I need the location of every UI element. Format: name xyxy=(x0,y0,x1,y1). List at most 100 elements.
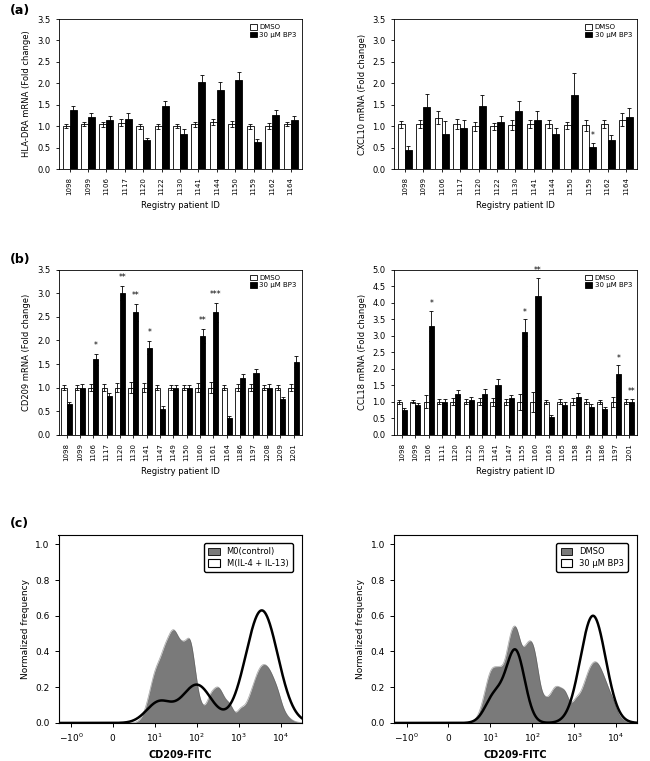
Bar xyxy=(423,107,430,169)
Bar xyxy=(209,387,213,435)
Bar xyxy=(254,142,261,169)
Text: *: * xyxy=(591,131,595,140)
Bar xyxy=(629,402,634,435)
Bar xyxy=(62,126,70,169)
Bar xyxy=(155,126,162,169)
X-axis label: CD209-FITC: CD209-FITC xyxy=(148,750,212,760)
Bar xyxy=(495,385,500,435)
Bar xyxy=(198,82,205,169)
Text: *: * xyxy=(616,354,620,363)
Bar xyxy=(478,106,486,169)
X-axis label: Registry patient ID: Registry patient ID xyxy=(140,466,220,476)
Bar xyxy=(240,378,245,435)
Bar xyxy=(402,410,407,435)
Legend: DMSO, 30 μM BP3: DMSO, 30 μM BP3 xyxy=(584,23,634,40)
Bar xyxy=(75,387,80,435)
Bar xyxy=(549,416,554,435)
Bar xyxy=(557,402,562,435)
Y-axis label: Normalized frequency: Normalized frequency xyxy=(356,579,365,679)
Bar xyxy=(477,402,482,435)
Bar xyxy=(265,126,272,169)
Bar xyxy=(442,134,448,169)
Bar xyxy=(522,333,527,435)
Bar xyxy=(180,133,187,169)
X-axis label: CD209-FITC: CD209-FITC xyxy=(484,750,547,760)
Bar xyxy=(597,402,603,435)
Bar xyxy=(133,312,138,435)
X-axis label: Registry patient ID: Registry patient ID xyxy=(476,201,555,210)
Bar xyxy=(272,115,279,169)
Bar xyxy=(262,387,267,435)
Y-axis label: HLA-DRA mRNA (Fold change): HLA-DRA mRNA (Fold change) xyxy=(22,30,31,158)
Bar xyxy=(624,402,629,435)
Bar xyxy=(294,361,298,435)
Bar xyxy=(118,123,125,169)
Bar xyxy=(162,106,168,169)
Bar xyxy=(222,387,227,435)
Bar xyxy=(536,296,541,435)
Bar xyxy=(435,118,442,169)
Bar xyxy=(195,387,200,435)
Bar xyxy=(603,409,607,435)
Bar xyxy=(88,116,95,169)
Bar xyxy=(143,140,150,169)
Bar xyxy=(107,119,113,169)
Legend: DMSO, 30 μM BP3: DMSO, 30 μM BP3 xyxy=(248,273,298,290)
Legend: M0(control), M(IL-4 + IL-13): M0(control), M(IL-4 + IL-13) xyxy=(204,543,292,572)
Bar xyxy=(155,387,160,435)
Bar xyxy=(88,387,93,435)
Bar xyxy=(608,140,614,169)
Text: (c): (c) xyxy=(10,517,29,530)
Bar xyxy=(228,124,235,169)
Bar xyxy=(417,124,423,169)
Bar xyxy=(527,124,534,169)
Bar xyxy=(280,400,285,435)
Bar xyxy=(482,393,487,435)
Bar xyxy=(463,402,469,435)
Legend: DMSO, 30 μM BP3: DMSO, 30 μM BP3 xyxy=(248,23,298,40)
Bar xyxy=(235,387,240,435)
Bar xyxy=(589,147,596,169)
Bar xyxy=(187,387,192,435)
Bar xyxy=(267,387,272,435)
Y-axis label: CXCL10 mRNA (Fold change): CXCL10 mRNA (Fold change) xyxy=(358,33,367,154)
Bar xyxy=(397,402,402,435)
Bar xyxy=(174,387,179,435)
Text: (a): (a) xyxy=(10,4,30,17)
Text: *: * xyxy=(94,341,98,350)
Bar xyxy=(173,126,180,169)
Bar xyxy=(472,126,478,169)
Bar xyxy=(424,402,428,435)
Bar xyxy=(168,387,174,435)
Bar xyxy=(136,126,143,169)
Text: ***: *** xyxy=(210,290,222,299)
Bar xyxy=(80,387,85,435)
Text: **: ** xyxy=(534,266,542,275)
Text: **: ** xyxy=(199,316,207,325)
Bar xyxy=(456,393,460,435)
Y-axis label: Normalized frequency: Normalized frequency xyxy=(21,579,29,679)
Bar xyxy=(200,336,205,435)
Bar xyxy=(248,387,254,435)
Bar xyxy=(562,405,567,435)
Bar xyxy=(235,81,242,169)
Bar xyxy=(544,402,549,435)
Text: *: * xyxy=(148,328,151,337)
Bar xyxy=(575,396,580,435)
Y-axis label: CD209 mRNA (Fold change): CD209 mRNA (Fold change) xyxy=(22,294,31,411)
Legend: DMSO, 30 μM BP3: DMSO, 30 μM BP3 xyxy=(556,543,628,572)
Bar xyxy=(62,387,66,435)
Bar xyxy=(437,402,442,435)
Bar xyxy=(289,387,294,435)
Y-axis label: CCL18 mRNA (Fold change): CCL18 mRNA (Fold change) xyxy=(358,295,367,410)
Bar xyxy=(460,129,467,169)
Bar xyxy=(545,124,552,169)
Bar xyxy=(564,126,571,169)
Bar xyxy=(589,406,594,435)
Text: *: * xyxy=(429,299,433,308)
Bar xyxy=(610,402,616,435)
Text: (b): (b) xyxy=(10,253,31,266)
Bar xyxy=(115,387,120,435)
Bar xyxy=(66,404,72,435)
Bar xyxy=(227,419,232,435)
